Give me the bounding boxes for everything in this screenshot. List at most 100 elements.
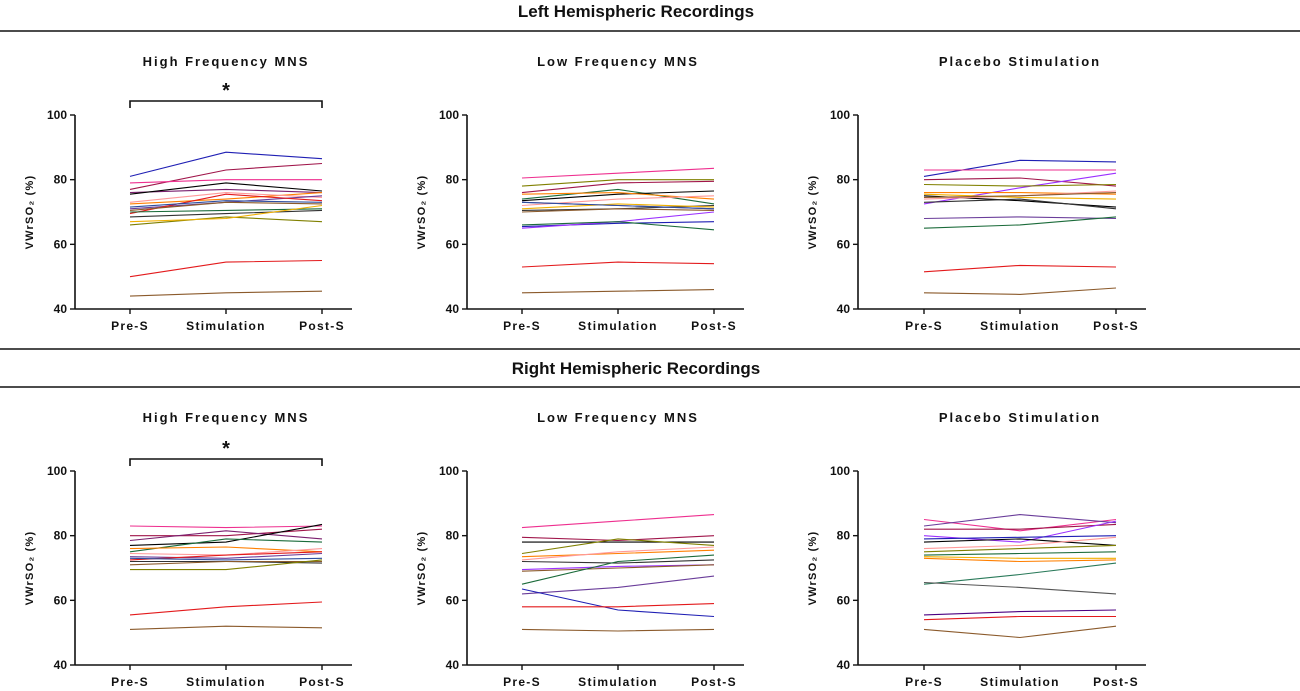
x-category-label: Post-S xyxy=(299,675,345,689)
subject-line-9 xyxy=(521,564,715,572)
subject-line-7 xyxy=(923,536,1117,550)
x-category-label: Pre-S xyxy=(503,319,541,333)
chart-panel-6: Placebo Stimulation 40 60 80 100 Pre-S Stimula… xyxy=(807,410,1146,689)
subject-line-5 xyxy=(129,182,323,195)
subject-line-13 xyxy=(923,216,1117,229)
subject-line-14 xyxy=(129,216,323,226)
subject-line-16 xyxy=(923,625,1117,639)
y-tick-label: 100 xyxy=(830,108,850,122)
subject-line-2 xyxy=(923,514,1117,527)
subject-line-3 xyxy=(129,530,323,542)
subject-line-6 xyxy=(923,535,1117,540)
y-tick-label: 100 xyxy=(830,464,850,478)
y-tick-label: 60 xyxy=(837,237,851,251)
y-tick-label: 100 xyxy=(47,108,67,122)
subject-line-14 xyxy=(521,221,715,231)
x-category-label: Pre-S xyxy=(111,675,149,689)
subject-line-6 xyxy=(923,195,1117,208)
subject-line-13 xyxy=(521,211,715,229)
subject-line-7 xyxy=(521,559,715,564)
subject-line-1 xyxy=(923,518,1117,532)
section-title-left: Left Hemispheric Recordings xyxy=(518,2,754,21)
y-tick-label: 60 xyxy=(446,593,460,607)
subject-line-17 xyxy=(521,289,715,294)
chart-panel-4: High Frequency MNS 40 60 80 100 Pre-S Stimulat… xyxy=(24,410,352,689)
subject-line-7 xyxy=(129,192,323,203)
y-tick-label: 40 xyxy=(54,302,68,316)
subject-line-12 xyxy=(923,216,1117,220)
subject-line-10 xyxy=(923,193,1117,200)
y-tick-label: 60 xyxy=(446,237,460,251)
subject-line-4 xyxy=(129,523,323,546)
subject-line-13 xyxy=(923,581,1117,595)
subject-line-5 xyxy=(923,538,1117,546)
subject-line-10 xyxy=(521,203,715,210)
subject-line-1 xyxy=(129,525,323,529)
y-axis-label: VWrSO₂ (%) xyxy=(416,175,428,250)
subject-line-5 xyxy=(129,538,323,553)
subject-line-15 xyxy=(923,287,1117,295)
y-tick-label: 80 xyxy=(446,529,460,543)
y-axis-label: VWrSO₂ (%) xyxy=(24,531,36,606)
x-category-label: Pre-S xyxy=(905,675,943,689)
y-tick-label: 80 xyxy=(54,529,68,543)
subject-line-9 xyxy=(129,193,323,215)
y-tick-label: 100 xyxy=(439,464,459,478)
subject-line-11 xyxy=(521,208,715,213)
y-tick-label: 40 xyxy=(446,302,460,316)
subject-line-9 xyxy=(923,198,1117,210)
subject-line-3 xyxy=(129,179,322,184)
chart-panel-2: Low Frequency MNS 40 60 80 100 Pre-S Stimulati… xyxy=(416,54,744,333)
subject-line-13 xyxy=(522,603,715,608)
subject-line-15 xyxy=(129,204,323,223)
subject-line-5 xyxy=(521,549,715,558)
y-tick-label: 60 xyxy=(837,593,851,607)
x-category-label: Pre-S xyxy=(111,319,149,333)
y-tick-label: 40 xyxy=(54,658,68,672)
significance-bracket xyxy=(129,100,323,108)
subject-line-4 xyxy=(521,188,715,205)
y-tick-label: 80 xyxy=(837,529,851,543)
subject-line-11 xyxy=(923,557,1117,563)
subject-line-12 xyxy=(129,560,322,566)
x-category-label: Stimulation xyxy=(578,319,658,333)
subject-line-5 xyxy=(923,183,1117,187)
subject-line-3 xyxy=(924,523,1117,530)
x-category-label: Stimulation xyxy=(578,675,658,689)
subject-line-6 xyxy=(129,192,323,205)
significance-bracket xyxy=(129,458,323,466)
subject-line-15 xyxy=(129,625,323,630)
significance-star: * xyxy=(222,438,230,460)
subject-line-14 xyxy=(521,628,715,632)
x-category-label: Stimulation xyxy=(186,319,266,333)
subject-line-12 xyxy=(923,562,1117,585)
subject-line-12 xyxy=(521,588,715,618)
y-tick-label: 100 xyxy=(439,108,459,122)
subject-line-6 xyxy=(521,546,715,561)
subject-line-2 xyxy=(130,528,323,537)
significance-star: * xyxy=(222,80,230,102)
subject-line-1 xyxy=(129,151,323,177)
subject-line-5 xyxy=(521,190,715,202)
panel-title: Placebo Stimulation xyxy=(939,410,1101,425)
chart-panel-5: Low Frequency MNS 40 60 80 100 Pre-S Stimulati… xyxy=(416,410,744,689)
subject-line-3 xyxy=(923,177,1117,187)
subject-line-13 xyxy=(130,559,323,571)
subject-line-10 xyxy=(129,201,323,211)
y-tick-label: 60 xyxy=(54,593,68,607)
y-tick-label: 80 xyxy=(446,173,460,187)
x-category-label: Post-S xyxy=(1093,675,1139,689)
panel-title: High Frequency MNS xyxy=(143,410,310,425)
subject-line-3 xyxy=(521,180,715,194)
subject-line-14 xyxy=(923,264,1117,273)
panel-title: Low Frequency MNS xyxy=(537,54,699,69)
x-category-label: Pre-S xyxy=(503,675,541,689)
subject-line-15 xyxy=(521,201,715,210)
subject-line-1 xyxy=(521,167,715,179)
y-tick-label: 80 xyxy=(54,173,68,187)
subject-line-9 xyxy=(923,551,1117,556)
panel-title: Placebo Stimulation xyxy=(939,54,1101,69)
chart-panels: High Frequency MNS 40 60 80 100 Pre-S Stimulat… xyxy=(24,54,1146,689)
x-category-label: Stimulation xyxy=(980,319,1060,333)
subject-line-7 xyxy=(129,548,323,556)
